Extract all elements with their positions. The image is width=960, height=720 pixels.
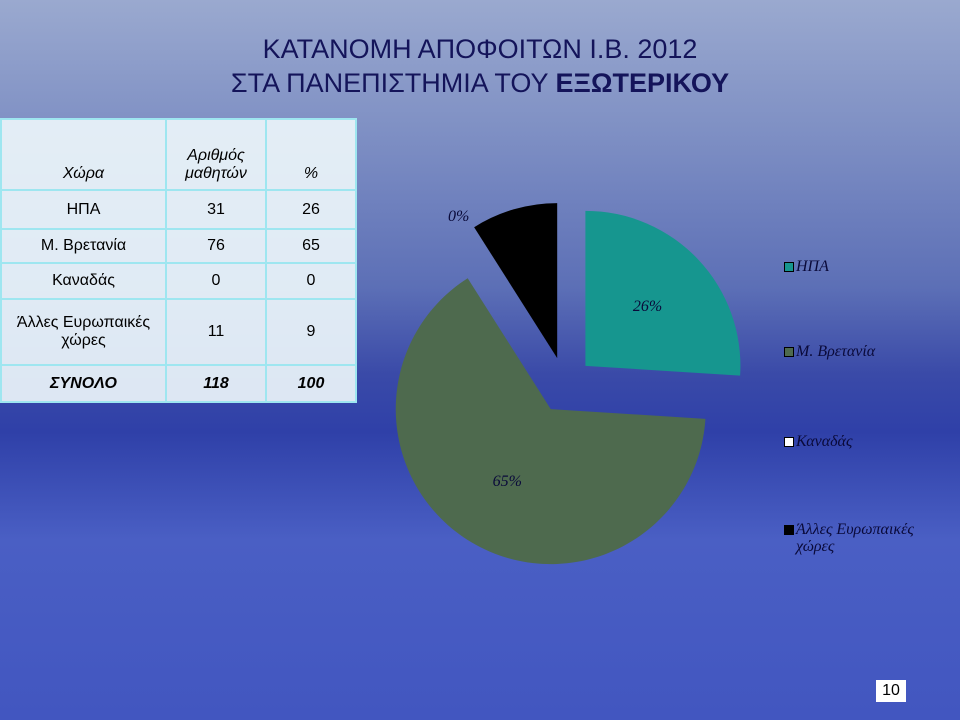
pie-slice: [474, 203, 558, 359]
table-cell: Άλλες Ευρωπαικές χώρες: [0, 298, 167, 366]
legend-item: Καναδάς: [784, 433, 926, 450]
legend-swatch: [784, 437, 794, 447]
legend-item: ΗΠΑ: [784, 258, 926, 275]
table-cell: 31: [165, 189, 267, 230]
legend-label: Καναδάς: [796, 433, 853, 450]
data-label: 26%: [633, 298, 662, 315]
table-cell: Μ. Βρετανία: [0, 228, 167, 264]
legend-swatch: [784, 262, 794, 272]
table-cell: Αριθμός μαθητών: [165, 118, 267, 191]
table-cell: 11: [165, 298, 267, 366]
legend-label: Μ. Βρετανία: [796, 343, 876, 360]
legend-swatch: [784, 347, 794, 357]
table-cell: 0: [165, 262, 267, 300]
data-table: Χώρα Αριθμός μαθητών% ΗΠΑ 31 26 Μ. Βρετανία 76…: [0, 118, 357, 403]
table-cell: 76: [165, 228, 267, 264]
legend-item: Μ. Βρετανία: [784, 343, 926, 360]
table-cell: %: [265, 118, 357, 191]
legend-swatch: [784, 525, 794, 535]
table-cell: 100: [265, 364, 357, 403]
table-cell: 118: [165, 364, 267, 403]
table-cell: Καναδάς: [0, 262, 167, 300]
title: ΚΑΤΑΝΟΜΗ ΑΠΟΦΟΙΤΩΝ Ι.Β. 2012 ΣΤΑ ΠΑΝΕΠΙΣΤ…: [180, 32, 780, 100]
table-cell: ΗΠΑ: [0, 189, 167, 230]
table-cell: 26: [265, 189, 357, 230]
table-row: Χώρα Αριθμός μαθητών%: [0, 118, 357, 191]
table-cell: 65: [265, 228, 357, 264]
title-word: ΕΞΩΤΕΡΙΚΟΥ: [555, 68, 730, 98]
table-cell: Χώρα: [0, 118, 167, 191]
title-line: ΣΤΑ ΠΑΝΕΠΙΣΤΗΜΙΑ ΤΟΥ: [230, 68, 548, 98]
page-number: 10: [876, 680, 906, 702]
table-cell: 9: [265, 298, 357, 366]
title-line: ΚΑΤΑΝΟΜΗ ΑΠΟΦΟΙΤΩΝ Ι.Β. 2012: [262, 34, 698, 64]
data-label: 0%: [448, 208, 469, 225]
table-row: Μ. Βρετανία 76 65: [0, 228, 357, 264]
table-row: ΣΥΝΟΛΟ 118 100: [0, 364, 357, 403]
pie-slice: [585, 210, 741, 376]
table-cell: ΣΥΝΟΛΟ: [0, 364, 167, 403]
legend-item: Άλλες Ευρωπαικές χώρες: [784, 521, 926, 555]
table-row: Άλλες Ευρωπαικές χώρες 11 9: [0, 298, 357, 366]
legend-label: Άλλες Ευρωπαικές χώρες: [796, 521, 914, 555]
table-cell: 0: [265, 262, 357, 300]
data-label: 65%: [493, 473, 522, 490]
table-row: ΗΠΑ 31 26: [0, 189, 357, 230]
table-row: Καναδάς 0 0: [0, 262, 357, 300]
pie-slice: [395, 278, 706, 565]
legend-label: ΗΠΑ: [796, 258, 829, 275]
